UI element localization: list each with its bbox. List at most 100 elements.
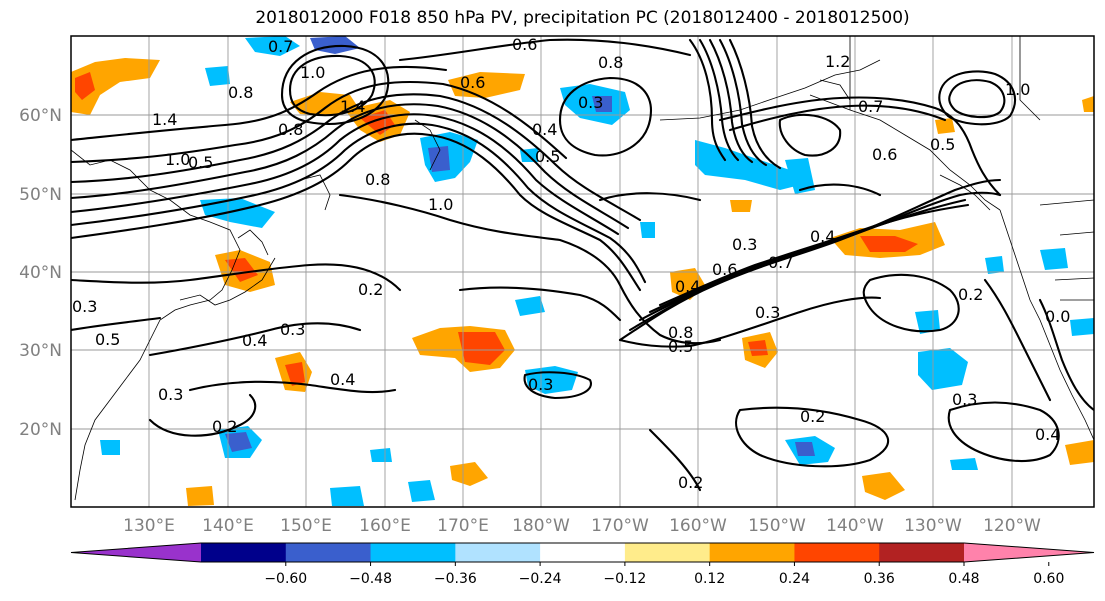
pv-contour bbox=[148, 322, 362, 357]
colorbar-swatch bbox=[540, 543, 626, 562]
pv-contour bbox=[983, 278, 1052, 402]
precip-positive-area bbox=[458, 332, 505, 365]
precip-negative-area bbox=[795, 442, 815, 456]
contour-label: 0.7 bbox=[268, 37, 293, 56]
contour-label: 1.0 bbox=[428, 195, 453, 214]
pv-contour bbox=[458, 286, 622, 322]
longitude-label: 180°W bbox=[512, 516, 570, 536]
pv-contour bbox=[798, 183, 882, 197]
precip-positive-area bbox=[75, 72, 95, 100]
latitude-label: 20°N bbox=[19, 420, 62, 440]
precip-positive-area bbox=[450, 462, 488, 486]
contour-label: 0.8 bbox=[365, 170, 390, 189]
pv-contour bbox=[648, 428, 702, 492]
pv-contour bbox=[558, 76, 652, 157]
pv-contour bbox=[148, 393, 257, 437]
contour-label: 0.4 bbox=[1035, 425, 1060, 444]
pv-contour bbox=[338, 193, 722, 345]
precip-negative-area bbox=[310, 36, 360, 54]
contour-label: 0.5 bbox=[668, 337, 693, 356]
latitude-label: 40°N bbox=[19, 263, 62, 283]
pv-contours bbox=[71, 38, 1094, 492]
contour-label: 0.7 bbox=[858, 97, 883, 116]
latitude-label: 50°N bbox=[19, 185, 62, 205]
precip-negative-area bbox=[225, 432, 252, 452]
pv-contour bbox=[948, 79, 1006, 119]
contour-label: 0.4 bbox=[242, 331, 267, 350]
precip-negative-area bbox=[785, 158, 815, 194]
colorbar-swatch bbox=[370, 543, 456, 562]
pv-contour bbox=[1038, 298, 1094, 412]
contour-label: 0.4 bbox=[675, 277, 700, 296]
longitude-label: 160°E bbox=[359, 516, 411, 536]
contour-label: 0.2 bbox=[958, 285, 983, 304]
contour-label: 0.8 bbox=[598, 53, 623, 72]
contour-label: 0.6 bbox=[512, 35, 537, 54]
colorbar-swatch bbox=[964, 543, 1094, 562]
contour-label: 0.3 bbox=[578, 93, 603, 112]
precip-positive-area bbox=[1082, 96, 1094, 112]
longitude-label: 170°E bbox=[437, 516, 489, 536]
pv-contour bbox=[71, 103, 630, 230]
contour-label: 1.0 bbox=[300, 63, 325, 82]
contour-label: 0.0 bbox=[1045, 307, 1070, 326]
precip-negative-area bbox=[370, 448, 392, 462]
colorbar-swatch bbox=[794, 543, 880, 562]
longitude-label: 150°E bbox=[280, 516, 332, 536]
colorbar-swatch bbox=[71, 543, 201, 562]
contour-label: 0.2 bbox=[212, 417, 237, 436]
contour-label: 0.5 bbox=[930, 135, 955, 154]
pv-contour bbox=[280, 44, 390, 125]
colorbar-tick-label: −0.24 bbox=[519, 571, 562, 587]
contour-label: 0.4 bbox=[532, 120, 557, 139]
precip-negative-area bbox=[330, 486, 364, 506]
pv-contour bbox=[718, 38, 768, 167]
precip-negative-area bbox=[592, 96, 612, 112]
precip-negative-area bbox=[100, 440, 120, 455]
pv-contour bbox=[728, 38, 782, 170]
precip-negative-area bbox=[428, 146, 450, 172]
contour-label: 0.3 bbox=[528, 375, 553, 394]
precip-shading bbox=[71, 36, 1094, 506]
colorbar-tick-label: −0.36 bbox=[434, 571, 477, 587]
pv-contour bbox=[862, 273, 960, 333]
graticule bbox=[71, 36, 1094, 507]
contour-label: 0.5 bbox=[188, 153, 213, 172]
pv-contour bbox=[71, 122, 647, 284]
colorbar-tick-label: −0.60 bbox=[264, 571, 307, 587]
precip-positive-area bbox=[225, 258, 258, 282]
contour-label: 0.3 bbox=[158, 385, 183, 404]
pv-contour bbox=[947, 401, 1060, 463]
pv-contour bbox=[638, 198, 967, 322]
pv-contour bbox=[288, 54, 376, 117]
precip-negative-area bbox=[205, 66, 230, 86]
pv-contour bbox=[523, 371, 592, 400]
pv-contour bbox=[735, 406, 890, 468]
contour-label: 1.0 bbox=[1005, 80, 1030, 99]
colorbar-swatch bbox=[455, 543, 541, 562]
contour-label: 1.0 bbox=[165, 150, 190, 169]
pv-contour bbox=[71, 80, 568, 164]
precip-negative-area bbox=[1040, 248, 1068, 270]
precip-negative-area bbox=[915, 310, 940, 334]
precip-negative-area bbox=[1070, 318, 1094, 336]
colorbar-tick-label: 0.12 bbox=[694, 571, 725, 587]
pv-contour bbox=[398, 38, 692, 62]
pv-contour bbox=[618, 178, 1002, 342]
pv-contour bbox=[688, 38, 727, 162]
pv-contour bbox=[628, 191, 1002, 332]
latitude-label: 60°N bbox=[19, 106, 62, 126]
contour-label: 0.2 bbox=[358, 280, 383, 299]
colorbar-tick-label: 0.24 bbox=[779, 571, 810, 587]
longitude-label: 170°W bbox=[591, 516, 649, 536]
precip-positive-area bbox=[1065, 440, 1094, 465]
pv-contour bbox=[658, 222, 882, 307]
precip-negative-area bbox=[640, 222, 655, 238]
contour-label: 0.2 bbox=[678, 473, 703, 492]
contour-label: 0.3 bbox=[732, 235, 757, 254]
pv-contour bbox=[728, 104, 947, 132]
pv-contour bbox=[71, 113, 620, 236]
contour-label: 0.6 bbox=[460, 73, 485, 92]
map-frame bbox=[70, 35, 1095, 508]
